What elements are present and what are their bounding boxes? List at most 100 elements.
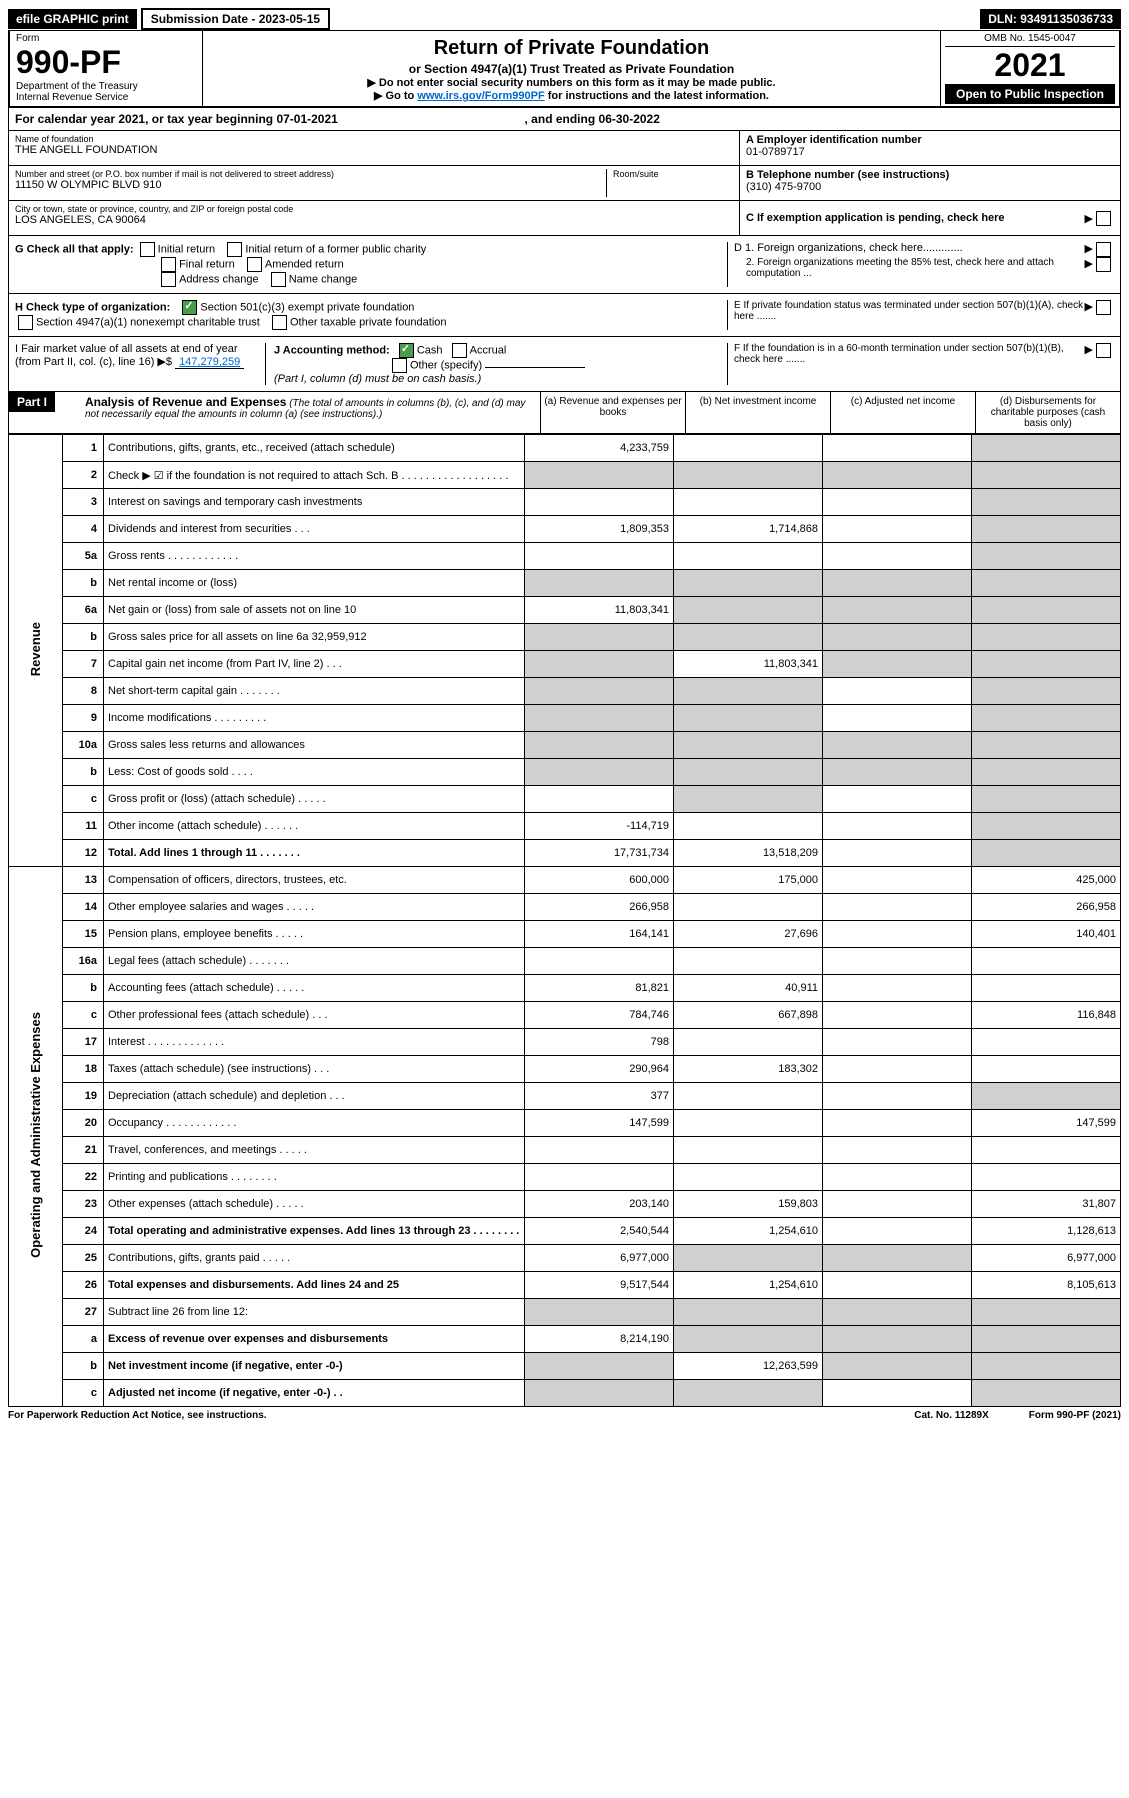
line-num: 22 xyxy=(63,1164,104,1191)
value-cell xyxy=(674,813,823,840)
value-cell xyxy=(525,678,674,705)
line-num: 11 xyxy=(63,813,104,840)
line-num: 18 xyxy=(63,1056,104,1083)
value-cell xyxy=(823,759,972,786)
value-cell xyxy=(972,1029,1121,1056)
value-cell: 1,128,613 xyxy=(972,1218,1121,1245)
value-cell xyxy=(674,462,823,489)
value-cell xyxy=(972,1353,1121,1380)
c-label: C If exemption application is pending, c… xyxy=(746,212,1085,224)
value-cell xyxy=(972,1326,1121,1353)
g-opt-address: Address change xyxy=(179,273,259,285)
value-cell xyxy=(674,597,823,624)
value-cell xyxy=(823,1137,972,1164)
value-cell: 116,848 xyxy=(972,1002,1121,1029)
c-checkbox[interactable] xyxy=(1096,211,1111,226)
value-cell xyxy=(823,1380,972,1407)
part1-label: Part I xyxy=(9,392,55,412)
line-num: 25 xyxy=(63,1245,104,1272)
value-cell xyxy=(525,543,674,570)
value-cell: 17,731,734 xyxy=(525,840,674,867)
line-desc: Net investment income (if negative, ente… xyxy=(104,1353,525,1380)
value-cell xyxy=(674,435,823,462)
address-cell: Number and street (or P.O. box number if… xyxy=(9,166,739,201)
part1-desc: Analysis of Revenue and Expenses (The to… xyxy=(79,392,540,433)
value-cell xyxy=(823,1191,972,1218)
g-initial-checkbox[interactable] xyxy=(140,242,155,257)
table-row: 5aGross rents . . . . . . . . . . . . xyxy=(9,543,1121,570)
efile-label[interactable]: efile GRAPHIC print xyxy=(8,9,137,29)
value-cell: 183,302 xyxy=(674,1056,823,1083)
h-other-checkbox[interactable] xyxy=(272,315,287,330)
d1-checkbox[interactable] xyxy=(1096,242,1111,257)
form-title: Return of Private Foundation xyxy=(207,37,936,60)
g-amended-checkbox[interactable] xyxy=(247,257,262,272)
value-cell: 425,000 xyxy=(972,867,1121,894)
j-other: Other (specify) xyxy=(410,359,482,371)
form-word: Form xyxy=(16,33,196,44)
g-address-checkbox[interactable] xyxy=(161,272,176,287)
g-initial-former-checkbox[interactable] xyxy=(227,242,242,257)
line-num: 15 xyxy=(63,921,104,948)
value-cell xyxy=(674,786,823,813)
value-cell xyxy=(525,462,674,489)
value-cell xyxy=(972,948,1121,975)
value-cell: 4,233,759 xyxy=(525,435,674,462)
line-desc: Interest . . . . . . . . . . . . . xyxy=(104,1029,525,1056)
h-501c3-checkbox[interactable] xyxy=(182,300,197,315)
line-desc: Dividends and interest from securities .… xyxy=(104,516,525,543)
part1-table: Revenue1Contributions, gifts, grants, et… xyxy=(8,434,1121,1407)
city-label: City or town, state or province, country… xyxy=(15,204,733,214)
table-row: bNet investment income (if negative, ent… xyxy=(9,1353,1121,1380)
value-cell xyxy=(823,1029,972,1056)
j-cash-checkbox[interactable] xyxy=(399,343,414,358)
value-cell xyxy=(823,705,972,732)
line-desc: Depreciation (attach schedule) and deple… xyxy=(104,1083,525,1110)
line-num: 4 xyxy=(63,516,104,543)
line-num: 7 xyxy=(63,651,104,678)
line-num: b xyxy=(63,624,104,651)
value-cell: 11,803,341 xyxy=(525,597,674,624)
line-num: 5a xyxy=(63,543,104,570)
value-cell xyxy=(525,1299,674,1326)
g-opt-former: Initial return of a former public charit… xyxy=(245,243,426,255)
value-cell xyxy=(823,732,972,759)
value-cell xyxy=(823,1245,972,1272)
line-num: 21 xyxy=(63,1137,104,1164)
value-cell xyxy=(525,948,674,975)
value-cell xyxy=(823,813,972,840)
value-cell xyxy=(674,1164,823,1191)
h-4947-checkbox[interactable] xyxy=(18,315,33,330)
value-cell xyxy=(972,435,1121,462)
value-cell xyxy=(674,1083,823,1110)
e-checkbox[interactable] xyxy=(1096,300,1111,315)
value-cell: 377 xyxy=(525,1083,674,1110)
value-cell xyxy=(972,624,1121,651)
instr-ssn: ▶ Do not enter social security numbers o… xyxy=(207,76,936,89)
line-num: 1 xyxy=(63,435,104,462)
table-row: 26Total expenses and disbursements. Add … xyxy=(9,1272,1121,1299)
table-row: 19Depreciation (attach schedule) and dep… xyxy=(9,1083,1121,1110)
value-cell xyxy=(674,1110,823,1137)
g-final-checkbox[interactable] xyxy=(161,257,176,272)
line-num: c xyxy=(63,1380,104,1407)
value-cell: 1,809,353 xyxy=(525,516,674,543)
j-accrual-checkbox[interactable] xyxy=(452,343,467,358)
g-opt-name: Name change xyxy=(289,273,358,285)
line-num: c xyxy=(63,1002,104,1029)
value-cell xyxy=(823,894,972,921)
fmv-value[interactable]: 147,279,259 xyxy=(175,356,244,369)
j-other-checkbox[interactable] xyxy=(392,358,407,373)
irs-link[interactable]: www.irs.gov/Form990PF xyxy=(417,90,544,102)
g-name-checkbox[interactable] xyxy=(271,272,286,287)
f-checkbox[interactable] xyxy=(1096,343,1111,358)
part1-title: Analysis of Revenue and Expenses xyxy=(85,395,286,409)
section-h-row: H Check type of organization: Section 50… xyxy=(8,294,1121,337)
d2-checkbox[interactable] xyxy=(1096,257,1111,272)
line-desc: Accounting fees (attach schedule) . . . … xyxy=(104,975,525,1002)
value-cell xyxy=(525,570,674,597)
room-label: Room/suite xyxy=(613,169,733,179)
value-cell xyxy=(674,1137,823,1164)
value-cell xyxy=(823,786,972,813)
value-cell xyxy=(674,1029,823,1056)
